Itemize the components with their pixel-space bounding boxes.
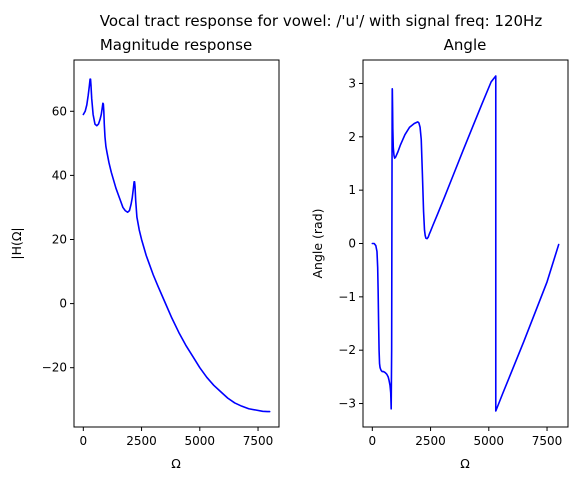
figure-suptitle: Vocal tract response for vowel: /'u'/ wi… xyxy=(100,12,543,30)
angle-axes-frame xyxy=(362,59,569,428)
angle-subplot: Angle 0 2500 5000 7500 −3 −2 −1 0 1 2 3 Ω Angle (r… xyxy=(310,36,569,471)
angle-ylabel: Angle (rad) xyxy=(310,208,325,278)
magnitude-axes-frame xyxy=(73,59,280,428)
angle-xtick-label: 7500 xyxy=(532,434,563,448)
magnitude-series-line xyxy=(82,78,271,413)
magnitude-ytick-label: −20 xyxy=(42,361,67,375)
magnitude-ticks: 0 2500 5000 7500 −20 0 20 40 60 xyxy=(42,104,274,448)
magnitude-xtick-label: 7500 xyxy=(243,434,274,448)
angle-ytick-label: −3 xyxy=(338,397,356,411)
magnitude-ytick-label: 20 xyxy=(52,232,67,246)
magnitude-xtick-label: 5000 xyxy=(185,434,216,448)
angle-xtick-label: 0 xyxy=(368,434,376,448)
magnitude-xtick-label: 2500 xyxy=(126,434,157,448)
angle-xlabel: Ω xyxy=(460,456,470,471)
magnitude-ytick-label: 60 xyxy=(52,104,67,118)
magnitude-xlabel: Ω xyxy=(171,456,181,471)
angle-title: Angle xyxy=(444,36,487,54)
angle-ticks: 0 2500 5000 7500 −3 −2 −1 0 1 2 3 xyxy=(338,76,562,448)
magnitude-ytick-label: 0 xyxy=(59,297,67,311)
angle-plot-area xyxy=(371,75,560,412)
angle-ytick-label: 0 xyxy=(348,237,356,251)
angle-ytick-label: −2 xyxy=(338,343,356,357)
angle-ytick-label: 3 xyxy=(348,76,356,90)
magnitude-subplot: Magnitude response 0 2500 5000 7500 −20 0 20 40… xyxy=(9,36,280,471)
magnitude-plot-area xyxy=(82,78,271,413)
angle-series-line xyxy=(371,75,560,412)
angle-ytick-label: 2 xyxy=(348,130,356,144)
magnitude-xtick-label: 0 xyxy=(79,434,87,448)
angle-xtick-label: 5000 xyxy=(474,434,505,448)
angle-xtick-label: 2500 xyxy=(415,434,446,448)
magnitude-ytick-label: 40 xyxy=(52,168,67,182)
angle-ytick-label: −1 xyxy=(338,290,356,304)
angle-ytick-label: 1 xyxy=(348,183,356,197)
magnitude-title: Magnitude response xyxy=(100,36,252,54)
magnitude-ylabel: |H(Ω| xyxy=(9,227,24,259)
